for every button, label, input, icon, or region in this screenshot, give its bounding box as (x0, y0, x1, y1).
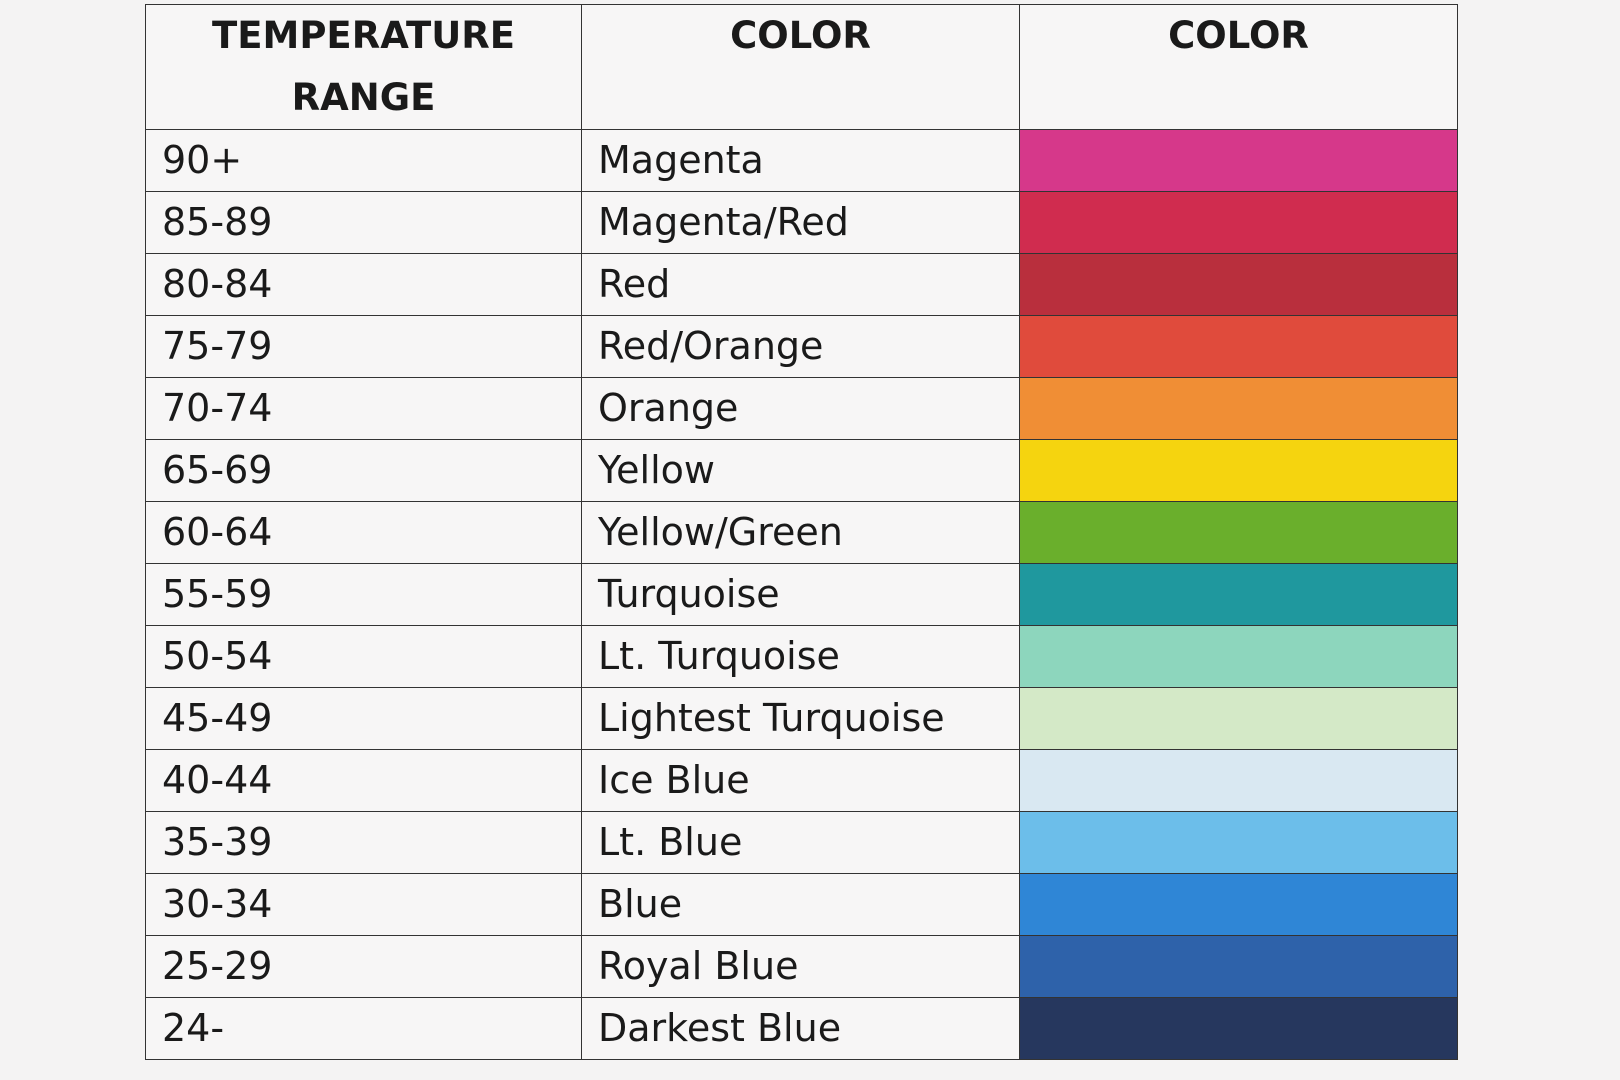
color-name-cell: Lightest Turquoise (581, 687, 1020, 750)
header-temperature-range: TEMPERATURE RANGE (145, 4, 582, 130)
color-swatch (1019, 997, 1458, 1060)
color-name-cell: Magenta (581, 129, 1020, 192)
color-swatch (1019, 625, 1458, 688)
temperature-range-cell: 35-39 (145, 811, 582, 874)
color-swatch (1019, 687, 1458, 750)
table-row: 45-49 Lightest Turquoise (145, 687, 1458, 750)
temperature-range-cell: 55-59 (145, 563, 582, 626)
color-swatch (1019, 501, 1458, 564)
color-swatch (1019, 377, 1458, 440)
temperature-range-cell: 60-64 (145, 501, 582, 564)
color-swatch (1019, 191, 1458, 254)
temperature-range-cell: 45-49 (145, 687, 582, 750)
table-row: 75-79 Red/Orange (145, 315, 1458, 378)
color-name-cell: Lt. Blue (581, 811, 1020, 874)
table-row: 60-64 Yellow/Green (145, 501, 1458, 564)
color-name-cell: Royal Blue (581, 935, 1020, 998)
temperature-range-cell: 30-34 (145, 873, 582, 936)
temperature-range-cell: 75-79 (145, 315, 582, 378)
table-row: 50-54 Lt. Turquoise (145, 625, 1458, 688)
color-name-cell: Turquoise (581, 563, 1020, 626)
table-row: 80-84 Red (145, 253, 1458, 316)
table-row: 25-29 Royal Blue (145, 935, 1458, 998)
temperature-range-cell: 50-54 (145, 625, 582, 688)
color-name-cell: Yellow/Green (581, 501, 1020, 564)
color-name-cell: Orange (581, 377, 1020, 440)
color-swatch (1019, 439, 1458, 502)
header-color-name: COLOR (581, 4, 1020, 130)
table-row: 70-74 Orange (145, 377, 1458, 440)
table-row: 30-34 Blue (145, 873, 1458, 936)
temperature-range-cell: 85-89 (145, 191, 582, 254)
color-swatch (1019, 315, 1458, 378)
temperature-range-cell: 70-74 (145, 377, 582, 440)
header-row: TEMPERATURE RANGE COLOR COLOR (145, 4, 1458, 130)
header-color-swatch: COLOR (1019, 4, 1458, 130)
color-name-cell: Darkest Blue (581, 997, 1020, 1060)
table-row: 85-89 Magenta/Red (145, 191, 1458, 254)
table-row: 90+ Magenta (145, 129, 1458, 192)
color-swatch (1019, 873, 1458, 936)
color-name-cell: Red (581, 253, 1020, 316)
color-swatch (1019, 129, 1458, 192)
temperature-color-table: TEMPERATURE RANGE COLOR COLOR 90+ Magenta… (145, 4, 1458, 1060)
color-name-cell: Red/Orange (581, 315, 1020, 378)
color-swatch (1019, 811, 1458, 874)
temperature-range-cell: 90+ (145, 129, 582, 192)
temperature-range-cell: 65-69 (145, 439, 582, 502)
color-swatch (1019, 935, 1458, 998)
color-name-cell: Lt. Turquoise (581, 625, 1020, 688)
temperature-range-cell: 40-44 (145, 749, 582, 812)
color-name-cell: Magenta/Red (581, 191, 1020, 254)
temperature-range-cell: 25-29 (145, 935, 582, 998)
temperature-range-cell: 80-84 (145, 253, 582, 316)
color-swatch (1019, 253, 1458, 316)
table-row: 55-59 Turquoise (145, 563, 1458, 626)
table-row: 65-69 Yellow (145, 439, 1458, 502)
color-swatch (1019, 563, 1458, 626)
color-swatch (1019, 749, 1458, 812)
color-name-cell: Yellow (581, 439, 1020, 502)
color-name-cell: Ice Blue (581, 749, 1020, 812)
table-row: 24- Darkest Blue (145, 997, 1458, 1060)
table-row: 35-39 Lt. Blue (145, 811, 1458, 874)
temperature-range-cell: 24- (145, 997, 582, 1060)
table-row: 40-44 Ice Blue (145, 749, 1458, 812)
color-name-cell: Blue (581, 873, 1020, 936)
